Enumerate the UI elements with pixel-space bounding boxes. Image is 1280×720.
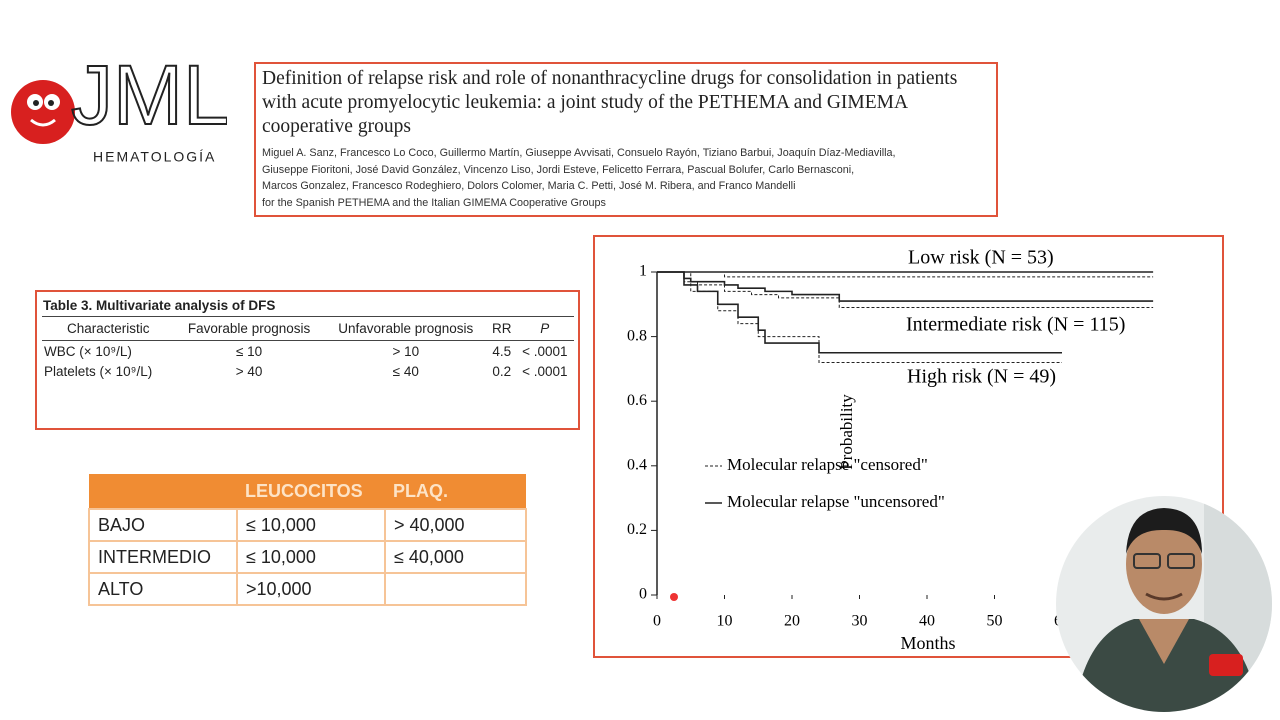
table-cell: 0.2 — [492, 364, 512, 379]
table-cell: INTERMEDIO — [88, 540, 238, 574]
table-cell: WBC (× 10⁹/L) — [44, 344, 132, 359]
table-cell: > 40 — [235, 364, 263, 379]
legend-label: Molecular relapse "uncensored" — [727, 492, 945, 511]
column-header: RR — [487, 316, 516, 341]
y-tick-label: 1 — [639, 263, 647, 280]
table-cell: < .0001 — [522, 364, 568, 379]
table-3: Table 3. Multivariate analysis of DFS Ch… — [35, 290, 580, 430]
table-caption: Table 3. Multivariate analysis of DFS — [43, 298, 276, 313]
table: Characteristic Favorable prognosis Unfavor… — [42, 316, 574, 381]
empty-cell — [384, 572, 527, 606]
table-cell: ≤ 10,000 — [236, 540, 386, 574]
logo-mark: JML — [71, 62, 227, 142]
table-cell: ALTO — [88, 572, 238, 606]
survival-curve — [657, 271, 1154, 302]
y-tick-label: 0.2 — [627, 521, 647, 538]
column-header: Characteristic — [42, 316, 175, 341]
table-cell: Platelets (× 10⁹/L) — [44, 364, 153, 379]
y-axis-label: Probability — [837, 394, 856, 470]
author-line: Giuseppe Fioritoni, José David González,… — [262, 163, 855, 176]
webcam — [1056, 496, 1272, 712]
y-tick-label: 0 — [639, 586, 647, 603]
x-tick-label: 20 — [784, 613, 800, 630]
logo: JML HEMATOLOGÍA — [11, 62, 227, 165]
table-cell: ≤ 40,000 — [384, 540, 527, 574]
x-axis-label: Months — [900, 633, 955, 653]
author-line: for the Spanish PETHEMA and the Italian … — [262, 196, 606, 209]
cursor-dot — [670, 593, 678, 601]
paper-authors: Miguel A. Sanz, Francesco Lo Coco, Guill… — [262, 145, 990, 211]
x-tick-label: 40 — [919, 613, 935, 630]
survival-curve — [657, 271, 1062, 354]
risk-table: LEUCOCITOS PLAQ. BAJO ≤ 10,000 > 40,000 INTE… — [88, 474, 527, 606]
x-tick-label: 0 — [653, 613, 661, 630]
y-tick-label: 0.4 — [627, 456, 647, 473]
y-tick-label: 0.6 — [627, 392, 647, 409]
header-blank — [89, 474, 237, 509]
curve-label: Low risk (N = 53) — [908, 247, 1054, 269]
x-tick-label: 50 — [987, 613, 1003, 630]
table-row: ALTO >10,000 — [88, 572, 527, 606]
logo-subtitle: HEMATOLOGÍA — [93, 149, 216, 165]
survival-curve — [657, 271, 1154, 278]
table-row: Platelets (× 10⁹/L) > 40 ≤ 40 0.2 < .0001 — [42, 361, 574, 381]
table-row: INTERMEDIO ≤ 10,000 ≤ 40,000 — [88, 540, 527, 574]
table-cell: BAJO — [88, 508, 238, 542]
x-tick-label: 30 — [852, 613, 868, 630]
column-header: PLAQ. — [385, 474, 526, 509]
author-line: Miguel A. Sanz, Francesco Lo Coco, Guill… — [262, 147, 896, 159]
column-header: Favorable prognosis — [174, 316, 324, 341]
table-cell: 4.5 — [492, 344, 512, 359]
table-cell: ≤ 10,000 — [236, 508, 386, 542]
curve-label: High risk (N = 49) — [907, 366, 1056, 388]
table-row: WBC (× 10⁹/L) ≤ 10 > 10 4.5 < .0001 — [42, 341, 574, 362]
paper-title: Definition of relapse risk and role of n… — [262, 68, 958, 137]
table-cell: < .0001 — [522, 344, 568, 359]
table-cell: ≤ 10 — [235, 344, 263, 359]
author-line: Marcos Gonzalez, Francesco Rodeghiero, D… — [262, 180, 796, 192]
legend-label: Molecular relapse "censored" — [727, 455, 928, 474]
curve-label: Intermediate risk (N = 115) — [906, 314, 1125, 336]
column-header: LEUCOCITOS — [237, 474, 385, 509]
table-cell: > 10 — [392, 344, 420, 359]
logo-mascot — [11, 80, 75, 144]
x-tick-label: 10 — [717, 613, 733, 630]
column-header: Unfavorable prognosis — [323, 316, 488, 341]
y-tick-label: 0.8 — [627, 327, 647, 344]
column-header: P — [515, 316, 574, 341]
table-cell: ≤ 40 — [392, 364, 419, 379]
table-cell: > 40,000 — [384, 508, 527, 542]
table-row: BAJO ≤ 10,000 > 40,000 — [88, 508, 527, 542]
paper-header: Definition of relapse risk and role of n… — [254, 62, 998, 217]
table-cell: >10,000 — [236, 572, 386, 606]
survival-curve — [657, 271, 1154, 309]
